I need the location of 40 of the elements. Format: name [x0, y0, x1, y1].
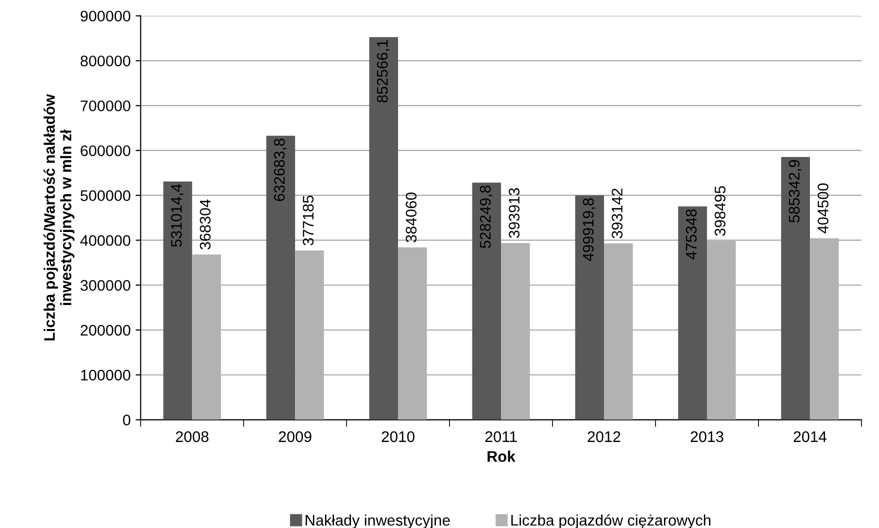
y-tick-label: 200000 [80, 324, 130, 336]
data-label: 632683,8 [274, 138, 287, 201]
y-tick-label: 900000 [80, 10, 130, 22]
bar [575, 195, 604, 420]
data-label: 384060 [406, 192, 417, 242]
data-label: 852566,1 [376, 40, 390, 102]
y-tick-label: 100000 [81, 370, 130, 381]
x-tick-label: 2013 [690, 431, 724, 442]
y-tick-label: 800000 [80, 56, 130, 66]
bar [163, 181, 192, 420]
data-label: 377185 [302, 196, 314, 246]
y-tick-label: 400000 [80, 235, 130, 246]
bar [472, 182, 502, 420]
x-tick-label: 2014 [794, 431, 826, 442]
y-tick-label: 600000 [80, 145, 130, 156]
bar [266, 136, 296, 420]
data-label: 585342,9 [788, 160, 802, 222]
bar [781, 157, 810, 420]
data-label: 499919,8 [582, 198, 596, 262]
x-axis-title: Rok [488, 450, 516, 462]
data-label: 528249,8 [480, 186, 493, 248]
data-label: 475348 [686, 209, 697, 260]
x-tick-label: 2009 [278, 431, 312, 442]
y-axis-title: Liczba pojazdó/Wartość nakładów inwestycyjnych w mln zł [44, 94, 74, 340]
data-label: 393913 [508, 188, 520, 238]
data-label: 531014,4 [170, 184, 184, 247]
y-tick-label: 300000 [80, 280, 130, 291]
data-label: 404500 [818, 183, 828, 234]
x-tick-label: 2011 [485, 431, 517, 442]
x-tick-label: 2008 [176, 431, 208, 442]
data-label: 368304 [200, 199, 211, 250]
y-tick-label: 700000 [80, 100, 130, 112]
x-tick-label: 2010 [382, 431, 414, 442]
y-tick-label: 0 [123, 414, 130, 426]
bar [678, 206, 707, 420]
bar [369, 37, 398, 420]
x-tick-label: 2012 [588, 431, 620, 442]
y-tick-label: 500000 [80, 190, 130, 202]
data-label: 393142 [612, 188, 623, 238]
data-label: 398495 [714, 186, 726, 236]
